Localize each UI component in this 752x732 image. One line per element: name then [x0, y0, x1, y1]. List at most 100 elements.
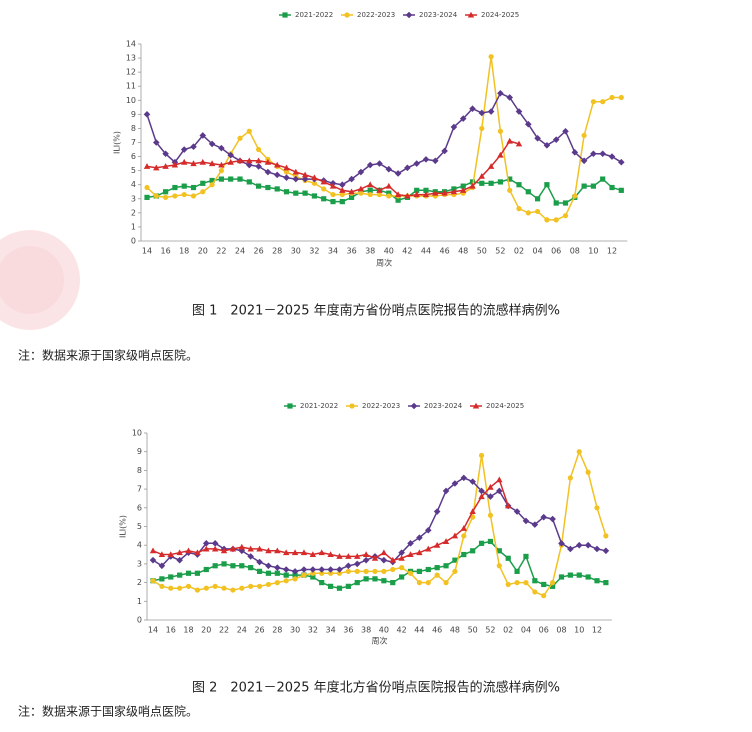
marker	[540, 513, 548, 521]
marker	[376, 187, 383, 193]
y-tick-label: 1	[137, 597, 142, 606]
marker	[386, 193, 392, 199]
marker	[320, 178, 327, 185]
marker	[372, 568, 378, 574]
legend-marker	[344, 12, 350, 18]
x-tick-label: 30	[290, 626, 300, 635]
marker	[194, 570, 200, 576]
marker	[185, 570, 192, 576]
marker	[185, 583, 192, 589]
marker	[265, 184, 271, 191]
legend-label: 2021-2022	[295, 11, 333, 19]
marker	[247, 553, 254, 560]
marker	[609, 184, 615, 191]
marker	[600, 176, 606, 182]
x-tick-label: 26	[254, 247, 264, 256]
x-tick-label: 52	[495, 247, 505, 256]
marker	[194, 587, 200, 593]
marker	[181, 191, 187, 198]
legend-label: 2021-2022	[300, 402, 338, 410]
marker	[336, 553, 343, 559]
marker	[358, 190, 364, 196]
series-line	[152, 449, 607, 597]
x-tick-label: 48	[458, 247, 468, 256]
marker	[190, 160, 197, 167]
marker	[478, 172, 485, 179]
marker	[590, 99, 597, 105]
x-tick-label: 38	[361, 626, 371, 635]
marker	[515, 108, 523, 115]
marker	[552, 136, 560, 143]
marker	[581, 132, 587, 139]
marker	[443, 563, 449, 569]
marker	[168, 585, 174, 591]
marker	[282, 566, 290, 573]
marker	[461, 533, 467, 539]
marker	[218, 161, 225, 168]
marker	[413, 191, 420, 198]
x-tick-label: 02	[514, 247, 524, 256]
x-tick-label: 30	[291, 247, 301, 256]
x-tick-label: 16	[161, 247, 171, 256]
marker	[363, 568, 369, 574]
marker	[200, 189, 206, 195]
marker	[212, 583, 218, 589]
marker	[336, 585, 343, 591]
marker	[149, 547, 157, 554]
marker	[460, 183, 466, 189]
y-tick-label: 9	[131, 110, 136, 119]
marker	[390, 580, 396, 586]
legend-marker	[282, 12, 288, 18]
marker	[200, 180, 206, 186]
marker	[460, 474, 468, 482]
y-tick-label: 2	[137, 578, 142, 587]
marker	[168, 574, 174, 580]
marker	[349, 194, 355, 200]
x-tick-label: 22	[216, 247, 226, 256]
marker	[602, 547, 610, 555]
x-tick-label: 44	[414, 626, 424, 635]
x-tick-label: 22	[219, 626, 229, 635]
marker	[327, 551, 334, 558]
marker	[404, 164, 411, 172]
marker	[487, 108, 495, 115]
marker	[562, 200, 569, 206]
marker	[274, 547, 281, 554]
marker	[239, 563, 245, 569]
marker	[357, 168, 365, 176]
x-tick-label: 08	[556, 626, 566, 635]
marker	[319, 580, 325, 586]
marker	[516, 206, 522, 212]
marker	[159, 576, 165, 582]
marker	[618, 94, 624, 101]
y-tick-label: 5	[131, 166, 136, 175]
marker	[416, 568, 422, 574]
marker	[404, 192, 411, 199]
marker	[311, 174, 318, 181]
marker	[265, 547, 272, 554]
marker	[553, 200, 559, 206]
marker	[256, 583, 263, 589]
marker	[328, 570, 334, 576]
marker	[608, 153, 616, 160]
marker	[283, 189, 290, 195]
x-tick-label: 26	[254, 626, 264, 635]
marker	[487, 512, 494, 518]
marker	[550, 583, 556, 589]
series-line	[146, 56, 622, 221]
marker	[228, 176, 234, 182]
marker	[172, 184, 178, 191]
marker	[149, 556, 157, 564]
figure-caption: 图 2 2021－2025 年度北方省份哨点医院报告的流感样病例%	[192, 680, 560, 696]
x-tick-label: 40	[384, 247, 394, 256]
marker	[202, 540, 210, 547]
marker	[479, 180, 485, 186]
marker	[515, 140, 523, 147]
marker	[442, 538, 450, 544]
marker	[407, 540, 414, 547]
marker	[311, 193, 317, 199]
marker	[318, 566, 326, 573]
marker	[208, 140, 216, 148]
marker	[425, 566, 431, 573]
marker	[478, 493, 485, 500]
